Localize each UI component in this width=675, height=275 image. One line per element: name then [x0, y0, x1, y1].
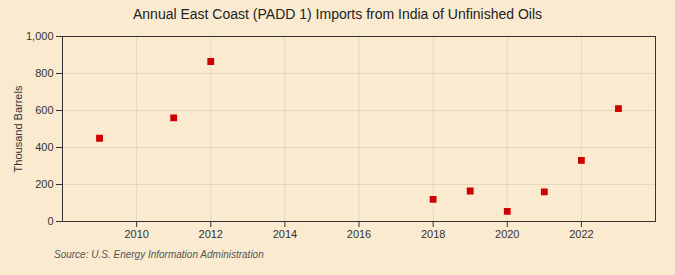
svg-text:1,000: 1,000	[26, 30, 54, 42]
svg-text:2010: 2010	[124, 228, 148, 240]
svg-text:2022: 2022	[569, 228, 593, 240]
html-text:Source: U.S. Energy Informatio: Source: U.S. Energy Information Administ…	[54, 249, 264, 260]
svg-text:600: 600	[35, 104, 53, 116]
svg-text:2016: 2016	[347, 228, 371, 240]
svg-text:2018: 2018	[421, 228, 445, 240]
svg-text:800: 800	[35, 67, 53, 79]
html-text:Annual East Coast (PADD 1) Imp: Annual East Coast (PADD 1) Imports from …	[133, 6, 542, 22]
svg-text:2014: 2014	[273, 228, 297, 240]
svg-text:Thousand Barrels: Thousand Barrels	[12, 85, 24, 172]
svg-text:400: 400	[35, 141, 53, 153]
svg-text:2020: 2020	[495, 228, 519, 240]
svg-text:200: 200	[35, 178, 53, 190]
svg-text:0: 0	[47, 215, 53, 227]
svg-text:2012: 2012	[199, 228, 223, 240]
